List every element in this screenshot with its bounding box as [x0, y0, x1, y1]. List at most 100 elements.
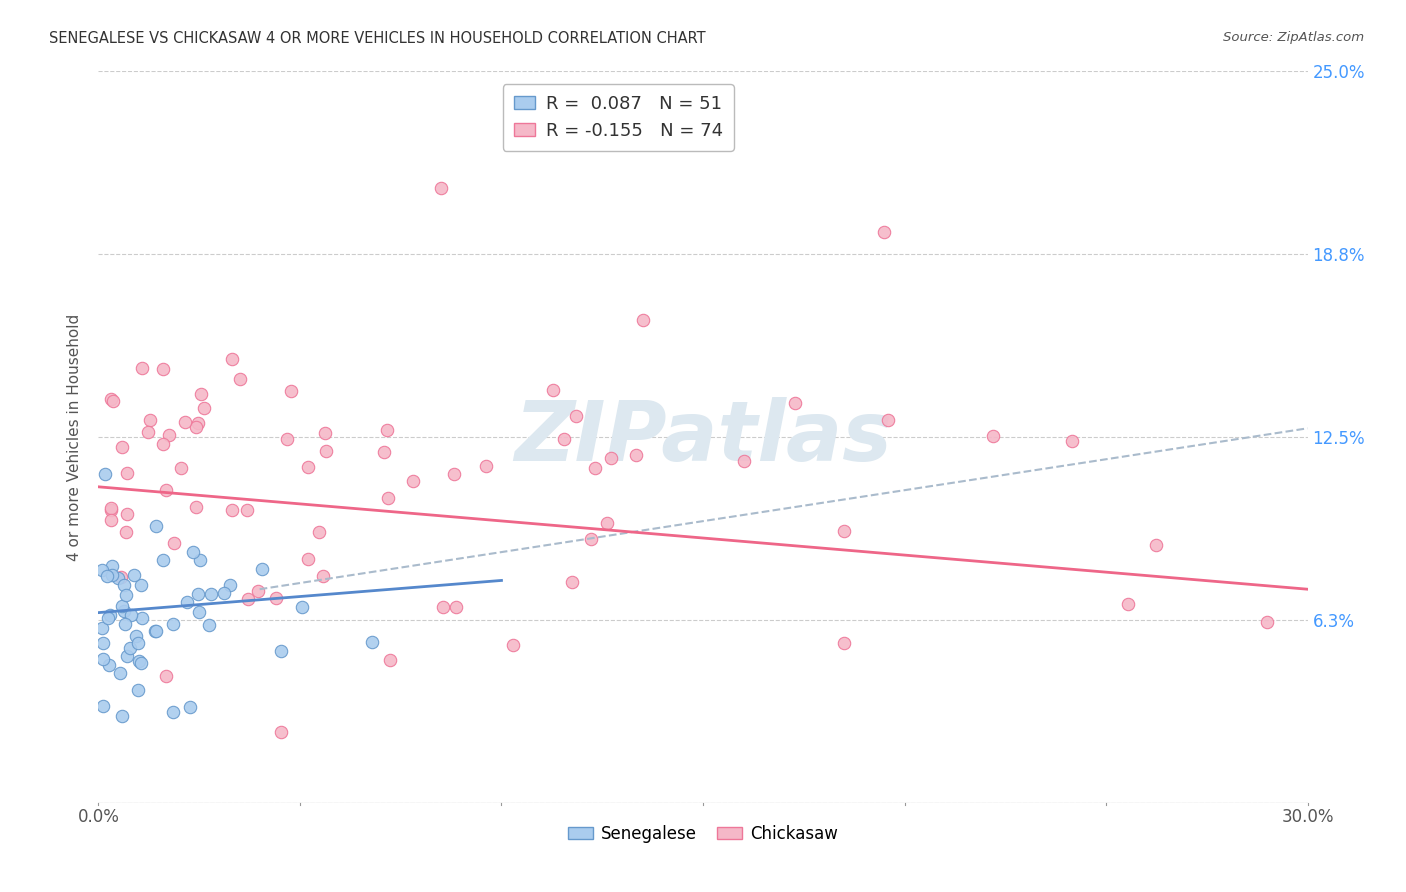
Point	[834, 636, 856, 650]
Point	[162, 705, 184, 719]
Point	[553, 432, 575, 446]
Point	[100, 513, 122, 527]
Point	[1144, 538, 1167, 552]
Point	[91, 563, 114, 577]
Point	[873, 225, 896, 239]
Point	[187, 587, 209, 601]
Point	[155, 483, 177, 497]
Point	[543, 383, 565, 397]
Point	[187, 417, 209, 431]
Point	[280, 384, 302, 398]
Point	[475, 459, 498, 474]
Point	[115, 507, 138, 521]
Point	[152, 362, 174, 376]
Point	[877, 413, 900, 427]
Point	[152, 552, 174, 566]
Point	[565, 409, 588, 424]
Point	[120, 608, 142, 623]
Point	[297, 460, 319, 475]
Point	[181, 545, 204, 559]
Point	[163, 536, 186, 550]
Point	[785, 396, 807, 410]
Point	[193, 401, 215, 415]
Point	[118, 640, 141, 655]
Point	[631, 313, 654, 327]
Point	[94, 467, 117, 482]
Point	[114, 617, 136, 632]
Point	[276, 432, 298, 446]
Point	[595, 516, 617, 530]
Point	[143, 624, 166, 638]
Point	[152, 436, 174, 450]
Point	[162, 617, 184, 632]
Point	[270, 643, 292, 657]
Point	[101, 559, 124, 574]
Point	[98, 657, 121, 672]
Point	[198, 618, 221, 632]
Point	[101, 393, 124, 408]
Point	[375, 423, 398, 437]
Point	[91, 652, 114, 666]
Point	[91, 698, 114, 713]
Point	[100, 608, 122, 623]
Point	[107, 571, 129, 585]
Text: SENEGALESE VS CHICKASAW 4 OR MORE VEHICLES IN HOUSEHOLD CORRELATION CHART: SENEGALESE VS CHICKASAW 4 OR MORE VEHICL…	[49, 31, 706, 46]
Legend: Senegalese, Chickasaw: Senegalese, Chickasaw	[561, 818, 845, 849]
Point	[128, 654, 150, 668]
Point	[110, 599, 132, 613]
Point	[91, 622, 114, 636]
Point	[112, 604, 135, 618]
Point	[145, 519, 167, 533]
Point	[297, 551, 319, 566]
Point	[110, 570, 132, 584]
Point	[157, 428, 180, 442]
Point	[247, 583, 270, 598]
Point	[236, 503, 259, 517]
Point	[432, 599, 454, 614]
Point	[188, 553, 211, 567]
Text: Source: ZipAtlas.com: Source: ZipAtlas.com	[1223, 31, 1364, 45]
Text: ZIPatlas: ZIPatlas	[515, 397, 891, 477]
Point	[100, 503, 122, 517]
Point	[430, 181, 453, 195]
Point	[579, 532, 602, 546]
Point	[97, 611, 120, 625]
Point	[373, 445, 395, 459]
Point	[136, 425, 159, 440]
Point	[229, 372, 252, 386]
Point	[561, 574, 583, 589]
Point	[188, 605, 211, 619]
Point	[127, 682, 149, 697]
Point	[733, 454, 755, 468]
Point	[250, 562, 273, 576]
Point	[264, 591, 287, 605]
Point	[402, 474, 425, 488]
Point	[315, 443, 337, 458]
Point	[100, 392, 122, 406]
Point	[174, 415, 197, 429]
Point	[124, 629, 146, 643]
Point	[127, 636, 149, 650]
Point	[190, 386, 212, 401]
Point	[221, 351, 243, 366]
Point	[115, 524, 138, 539]
Point	[115, 466, 138, 480]
Point	[110, 666, 132, 681]
Point	[624, 448, 647, 462]
Point	[312, 568, 335, 582]
Y-axis label: 4 or more Vehicles in Household: 4 or more Vehicles in Household	[67, 313, 83, 561]
Point	[186, 500, 208, 514]
Point	[100, 500, 122, 515]
Point	[583, 461, 606, 475]
Point	[179, 700, 201, 714]
Point	[308, 524, 330, 539]
Point	[131, 611, 153, 625]
Point	[832, 524, 855, 539]
Point	[155, 669, 177, 683]
Point	[139, 413, 162, 427]
Point	[377, 491, 399, 506]
Point	[219, 578, 242, 592]
Point	[600, 450, 623, 465]
Point	[112, 577, 135, 591]
Point	[93, 636, 115, 650]
